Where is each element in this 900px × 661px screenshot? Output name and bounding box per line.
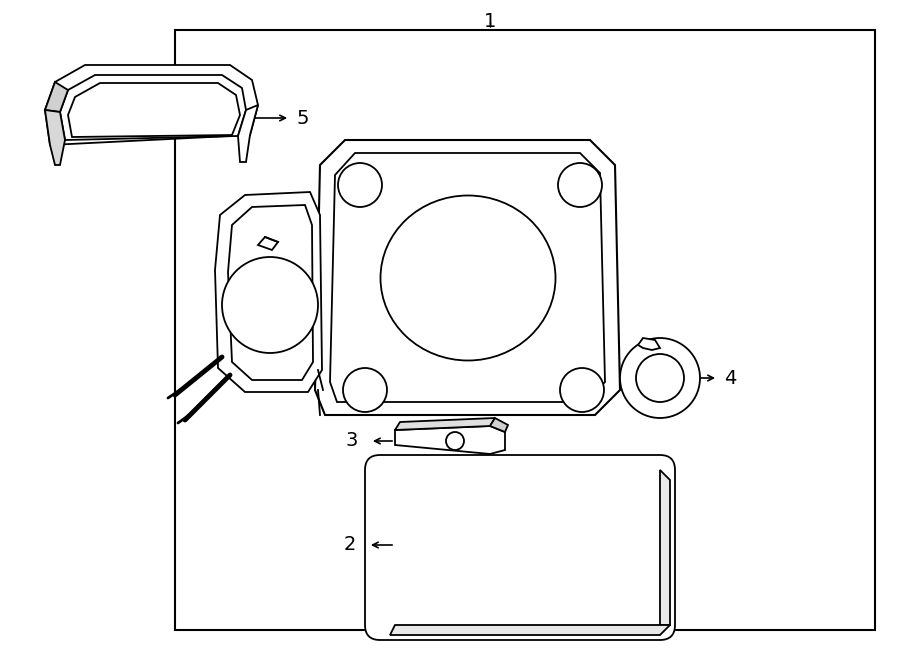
Text: 4: 4: [724, 368, 736, 387]
Polygon shape: [490, 418, 508, 432]
Polygon shape: [215, 192, 322, 392]
Text: 5: 5: [296, 108, 309, 128]
Polygon shape: [330, 153, 605, 402]
Polygon shape: [45, 82, 68, 112]
Circle shape: [558, 163, 602, 207]
Text: 3: 3: [346, 432, 358, 451]
Text: 1: 1: [484, 12, 496, 31]
Text: 2: 2: [344, 535, 356, 555]
Polygon shape: [638, 338, 660, 350]
Ellipse shape: [381, 196, 555, 360]
Circle shape: [560, 368, 604, 412]
Polygon shape: [258, 237, 278, 250]
FancyBboxPatch shape: [365, 455, 675, 640]
Polygon shape: [395, 426, 505, 454]
Circle shape: [446, 432, 464, 450]
Polygon shape: [45, 65, 258, 145]
Polygon shape: [390, 625, 670, 635]
Polygon shape: [315, 140, 620, 415]
Polygon shape: [45, 110, 65, 165]
Circle shape: [636, 354, 684, 402]
Circle shape: [222, 257, 318, 353]
Polygon shape: [228, 205, 313, 380]
Circle shape: [343, 368, 387, 412]
Polygon shape: [238, 105, 258, 162]
Circle shape: [338, 163, 382, 207]
Polygon shape: [60, 75, 246, 140]
Circle shape: [620, 338, 700, 418]
Polygon shape: [660, 470, 670, 625]
Polygon shape: [395, 418, 495, 430]
Bar: [175, 30, 875, 630]
Polygon shape: [68, 83, 240, 137]
